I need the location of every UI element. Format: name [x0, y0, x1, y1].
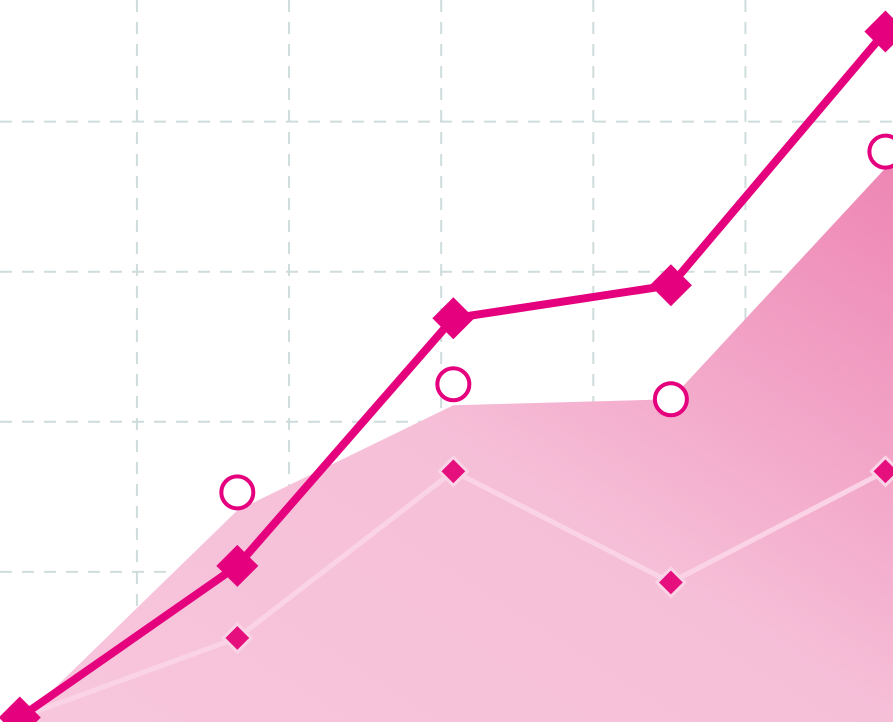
marker: [654, 566, 688, 599]
marker: [867, 133, 893, 170]
marker: [221, 621, 254, 655]
marker: [649, 264, 692, 307]
marker: [869, 455, 893, 488]
marker: [219, 474, 256, 511]
area: [19, 168, 893, 722]
marker: [437, 455, 470, 488]
marker: [435, 366, 472, 403]
marker: [216, 544, 259, 587]
marker: [864, 10, 893, 53]
marker: [0, 696, 41, 722]
marker: [652, 381, 689, 418]
marker: [432, 297, 475, 340]
